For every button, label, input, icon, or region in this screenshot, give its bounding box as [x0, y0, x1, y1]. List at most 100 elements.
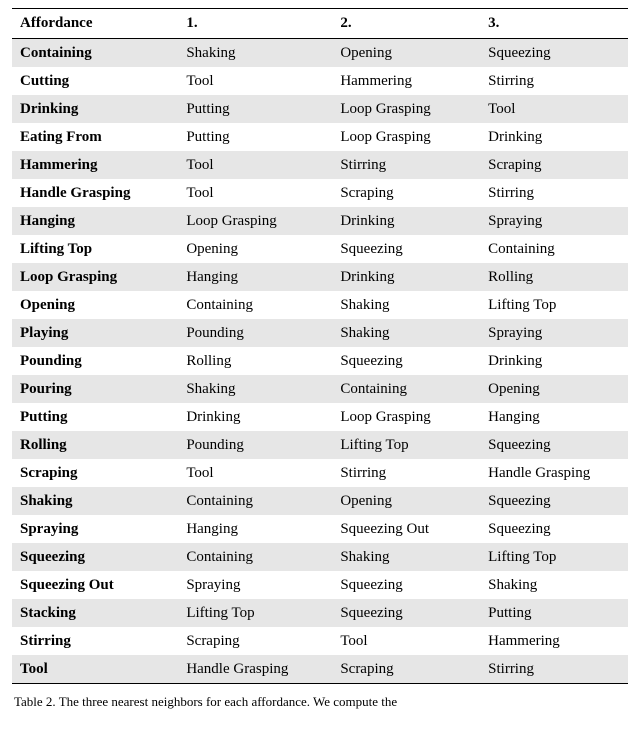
table-row: ScrapingToolStirringHandle Grasping: [12, 459, 628, 487]
cell-neighbor-2: Squeezing Out: [332, 515, 480, 543]
cell-neighbor-3: Stirring: [480, 67, 628, 95]
table-row: RollingPoundingLifting TopSqueezing: [12, 431, 628, 459]
table-row: Handle GraspingToolScrapingStirring: [12, 179, 628, 207]
cell-neighbor-1: Tool: [178, 459, 332, 487]
col-header-1: 1.: [178, 9, 332, 39]
cell-neighbor-3: Putting: [480, 599, 628, 627]
cell-neighbor-3: Containing: [480, 235, 628, 263]
table-row: Squeezing OutSprayingSqueezingShaking: [12, 571, 628, 599]
table-row: PoundingRollingSqueezingDrinking: [12, 347, 628, 375]
cell-neighbor-2: Drinking: [332, 263, 480, 291]
table-row: HammeringToolStirringScraping: [12, 151, 628, 179]
cell-neighbor-1: Rolling: [178, 347, 332, 375]
affordance-table: Affordance 1. 2. 3. ContainingShakingOpe…: [12, 8, 628, 684]
cell-neighbor-1: Drinking: [178, 403, 332, 431]
cell-affordance: Scraping: [12, 459, 178, 487]
cell-neighbor-3: Handle Grasping: [480, 459, 628, 487]
cell-neighbor-3: Squeezing: [480, 39, 628, 68]
cell-neighbor-3: Squeezing: [480, 487, 628, 515]
cell-affordance: Eating From: [12, 123, 178, 151]
cell-neighbor-1: Containing: [178, 291, 332, 319]
cell-affordance: Cutting: [12, 67, 178, 95]
cell-neighbor-2: Stirring: [332, 459, 480, 487]
table-row: ContainingShakingOpeningSqueezing: [12, 39, 628, 68]
cell-neighbor-3: Stirring: [480, 179, 628, 207]
cell-affordance: Spraying: [12, 515, 178, 543]
cell-neighbor-2: Shaking: [332, 291, 480, 319]
table-row: HangingLoop GraspingDrinkingSpraying: [12, 207, 628, 235]
cell-neighbor-1: Putting: [178, 123, 332, 151]
cell-neighbor-3: Tool: [480, 95, 628, 123]
cell-neighbor-2: Opening: [332, 487, 480, 515]
cell-neighbor-2: Scraping: [332, 179, 480, 207]
table-caption: Table 2. The three nearest neighbors for…: [12, 694, 628, 710]
table-row: SqueezingContainingShakingLifting Top: [12, 543, 628, 571]
cell-neighbor-2: Drinking: [332, 207, 480, 235]
cell-neighbor-1: Containing: [178, 543, 332, 571]
col-header-3: 3.: [480, 9, 628, 39]
cell-neighbor-1: Hanging: [178, 263, 332, 291]
cell-affordance: Stacking: [12, 599, 178, 627]
table-row: OpeningContainingShakingLifting Top: [12, 291, 628, 319]
cell-affordance: Squeezing: [12, 543, 178, 571]
table-row: SprayingHangingSqueezing OutSqueezing: [12, 515, 628, 543]
cell-neighbor-2: Squeezing: [332, 347, 480, 375]
caption-text: The three nearest neighbors for each aff…: [59, 694, 397, 709]
cell-neighbor-2: Loop Grasping: [332, 403, 480, 431]
table-header-row: Affordance 1. 2. 3.: [12, 9, 628, 39]
cell-affordance: Squeezing Out: [12, 571, 178, 599]
cell-neighbor-2: Shaking: [332, 319, 480, 347]
cell-neighbor-3: Lifting Top: [480, 543, 628, 571]
table-row: Eating FromPuttingLoop GraspingDrinking: [12, 123, 628, 151]
cell-affordance: Putting: [12, 403, 178, 431]
cell-neighbor-1: Pounding: [178, 431, 332, 459]
cell-affordance: Lifting Top: [12, 235, 178, 263]
cell-neighbor-3: Spraying: [480, 319, 628, 347]
cell-neighbor-2: Loop Grasping: [332, 123, 480, 151]
cell-affordance: Hammering: [12, 151, 178, 179]
cell-affordance: Handle Grasping: [12, 179, 178, 207]
cell-neighbor-1: Tool: [178, 67, 332, 95]
table-row: StackingLifting TopSqueezingPutting: [12, 599, 628, 627]
cell-affordance: Pouring: [12, 375, 178, 403]
cell-neighbor-1: Putting: [178, 95, 332, 123]
cell-neighbor-3: Stirring: [480, 655, 628, 684]
cell-neighbor-3: Shaking: [480, 571, 628, 599]
col-header-2: 2.: [332, 9, 480, 39]
cell-neighbor-2: Squeezing: [332, 599, 480, 627]
cell-affordance: Hanging: [12, 207, 178, 235]
cell-neighbor-2: Opening: [332, 39, 480, 68]
cell-neighbor-3: Hanging: [480, 403, 628, 431]
cell-neighbor-3: Hammering: [480, 627, 628, 655]
cell-affordance: Containing: [12, 39, 178, 68]
cell-neighbor-3: Rolling: [480, 263, 628, 291]
cell-neighbor-1: Tool: [178, 151, 332, 179]
cell-affordance: Playing: [12, 319, 178, 347]
cell-neighbor-3: Squeezing: [480, 515, 628, 543]
cell-neighbor-3: Scraping: [480, 151, 628, 179]
cell-neighbor-2: Scraping: [332, 655, 480, 684]
col-header-affordance: Affordance: [12, 9, 178, 39]
cell-neighbor-1: Loop Grasping: [178, 207, 332, 235]
cell-neighbor-3: Squeezing: [480, 431, 628, 459]
table-row: ShakingContainingOpeningSqueezing: [12, 487, 628, 515]
cell-neighbor-1: Containing: [178, 487, 332, 515]
cell-affordance: Loop Grasping: [12, 263, 178, 291]
cell-affordance: Drinking: [12, 95, 178, 123]
table-row: PlayingPoundingShakingSpraying: [12, 319, 628, 347]
cell-neighbor-1: Spraying: [178, 571, 332, 599]
cell-neighbor-3: Drinking: [480, 347, 628, 375]
cell-neighbor-2: Squeezing: [332, 571, 480, 599]
cell-affordance: Stirring: [12, 627, 178, 655]
table-row: CuttingToolHammeringStirring: [12, 67, 628, 95]
table-row: Lifting TopOpeningSqueezingContaining: [12, 235, 628, 263]
cell-neighbor-1: Scraping: [178, 627, 332, 655]
cell-neighbor-1: Handle Grasping: [178, 655, 332, 684]
cell-neighbor-1: Tool: [178, 179, 332, 207]
cell-neighbor-2: Squeezing: [332, 235, 480, 263]
cell-affordance: Rolling: [12, 431, 178, 459]
cell-neighbor-1: Shaking: [178, 375, 332, 403]
cell-neighbor-3: Lifting Top: [480, 291, 628, 319]
table-row: PouringShakingContainingOpening: [12, 375, 628, 403]
cell-neighbor-1: Pounding: [178, 319, 332, 347]
